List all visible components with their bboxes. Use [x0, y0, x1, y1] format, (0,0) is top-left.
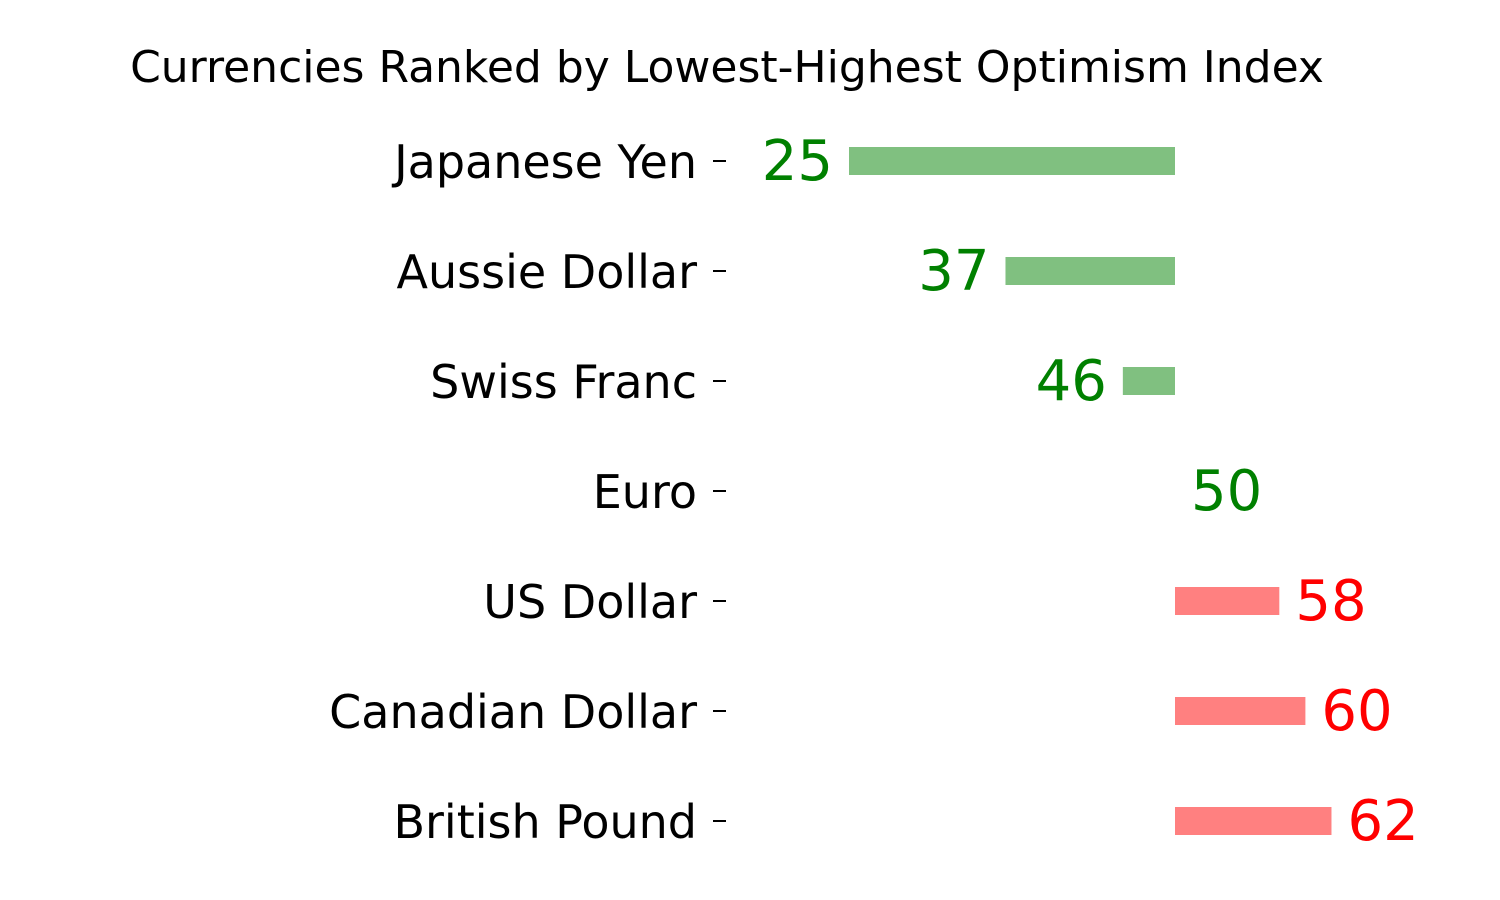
category-label: US Dollar — [483, 575, 697, 629]
bar — [1005, 257, 1175, 285]
value-label: 62 — [1347, 789, 1418, 854]
bar — [1175, 587, 1280, 615]
category-label: Aussie Dollar — [397, 245, 698, 299]
category-label: British Pound — [393, 795, 697, 849]
bar — [1175, 697, 1306, 725]
value-label: 50 — [1191, 459, 1262, 524]
bars-group: Japanese Yen 25 Aussie Dollar 37 Swiss Franc… — [329, 129, 1419, 854]
value-label: 25 — [762, 129, 833, 194]
chart-title: Currencies Ranked by Lowest-Highest Opti… — [130, 42, 1324, 93]
category-label: Euro — [593, 465, 697, 519]
bar — [1175, 807, 1332, 835]
category-label: Japanese Yen — [391, 135, 697, 189]
value-label: 58 — [1295, 569, 1366, 634]
bar — [1122, 367, 1175, 395]
value-label: 60 — [1321, 679, 1392, 744]
bar — [849, 147, 1175, 175]
value-label: 37 — [918, 239, 989, 304]
category-label: Canadian Dollar — [329, 685, 697, 739]
value-label: 46 — [1036, 349, 1107, 414]
category-label: Swiss Franc — [430, 355, 697, 409]
